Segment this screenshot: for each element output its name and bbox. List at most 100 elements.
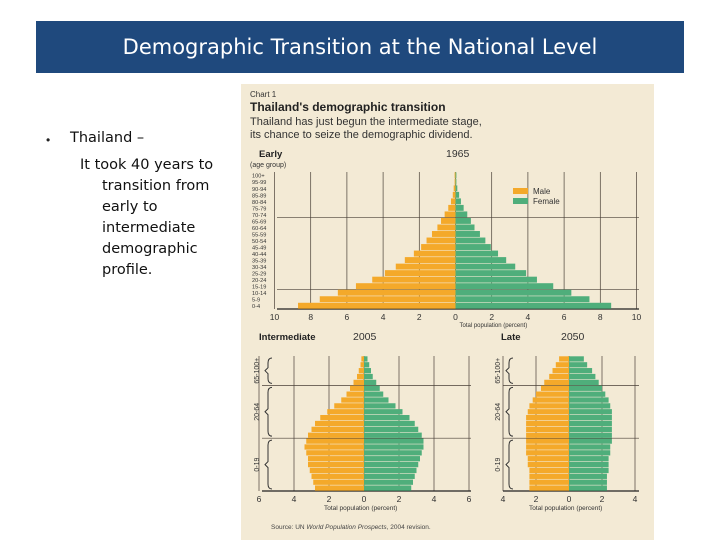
year-label: 2050 [561,331,585,343]
x-tick-label: 0 [453,312,458,322]
female-bar [364,456,420,462]
female-bar [364,391,384,397]
age-group-bracket [264,439,273,490]
male-bar [555,362,569,368]
legend-swatch-female [513,198,528,204]
female-bar [364,479,413,485]
female-bar [455,191,460,198]
male-bar [441,217,456,224]
x-axis-title: Total population (percent) [324,505,397,512]
male-bar [315,420,364,427]
male-bar [426,237,456,244]
male-bar [526,432,569,438]
age-group-label: 10-14 [252,291,266,297]
male-bar [526,444,569,450]
female-bar [364,373,373,380]
female-bar [455,289,572,296]
female-bar [455,224,475,231]
female-bar [364,385,380,391]
x-tick-label: 6 [345,312,350,322]
female-bar [569,426,612,433]
age-group-bracket [264,386,273,437]
age-group-label: 75-79 [252,206,266,212]
age-group-label: 35-39 [252,259,266,265]
female-bar [455,276,537,283]
male-bar [358,368,364,374]
age-group-label: 45-49 [252,245,266,251]
female-bar [569,397,609,403]
x-tick-label: 6 [257,494,262,504]
source-title: World Population Prospects [306,524,387,531]
male-bar [353,379,364,386]
male-bar [421,244,456,250]
age-group-label: 95-99 [252,180,266,186]
age-group-label: 0-4 [252,304,260,310]
age-group-label: 90-94 [252,187,266,193]
x-tick-label: 4 [501,494,506,504]
male-bar [450,198,456,205]
age-group-label: 60-64 [252,226,266,232]
stage-label: Intermediate [259,332,316,343]
bullet-marker: • [46,133,51,147]
x-tick-label: 2 [534,494,539,504]
male-bar [552,368,569,374]
age-group-label: 20-64 [254,403,261,421]
age-group-bracket [264,357,273,384]
female-bar [364,409,403,415]
male-bar [529,467,569,474]
title-bar: Demographic Transition at the National L… [36,21,684,73]
male-bar [337,289,456,296]
male-bar [448,204,456,211]
bullet-line: early to [102,199,158,215]
bullet-line: It took 40 years to [80,157,214,173]
year-label: 2005 [353,331,377,343]
female-bar [455,204,464,211]
male-bar [357,373,364,380]
female-bar [569,420,612,427]
age-group-label: 65-100+ [254,358,261,384]
slide-title: Demographic Transition at the National L… [122,35,598,59]
male-bar [311,473,364,479]
female-bar [569,403,611,409]
male-bar [526,450,569,456]
x-tick-label: 4 [292,494,297,504]
male-bar [306,438,364,444]
source-note: Source: UN World Population Prospects, 2… [271,524,431,531]
age-group-label: 100+ [252,174,265,180]
male-bar [529,485,569,491]
male-bar [304,444,364,450]
female-bar [455,257,507,264]
x-tick-label: 4 [432,494,437,504]
male-bar [540,385,569,391]
female-bar [364,379,377,386]
male-bar [527,456,569,462]
age-group-bracket [505,439,514,490]
female-bar [569,368,593,374]
female-bar [364,461,419,468]
age-group-label: 5-9 [252,298,260,304]
female-bar [364,432,422,438]
female-bar [364,362,370,368]
male-bar [360,362,364,368]
female-bar [455,237,486,244]
x-tick-label: 6 [562,312,567,322]
female-bar [364,438,424,444]
female-bar [364,368,371,374]
bullet-line: transition from [102,178,210,194]
male-bar [431,231,456,237]
male-bar [529,403,569,409]
x-tick-label: 2 [397,494,402,504]
population-pyramid-figure: Chart 1 Thailand's demographic transitio… [241,84,654,540]
male-bar [454,178,456,185]
female-bar [455,185,458,192]
female-bar [455,302,612,309]
male-bar [444,211,456,218]
chart-subtitle-line: Thailand has just begun the intermediate… [250,116,482,128]
x-tick-label: 2 [489,312,494,322]
male-bar [453,185,456,192]
legend-swatch-male [513,188,528,194]
male-bar [452,191,456,198]
age-group-label: 25-29 [252,272,266,278]
female-bar [569,444,611,450]
female-bar [455,244,491,250]
